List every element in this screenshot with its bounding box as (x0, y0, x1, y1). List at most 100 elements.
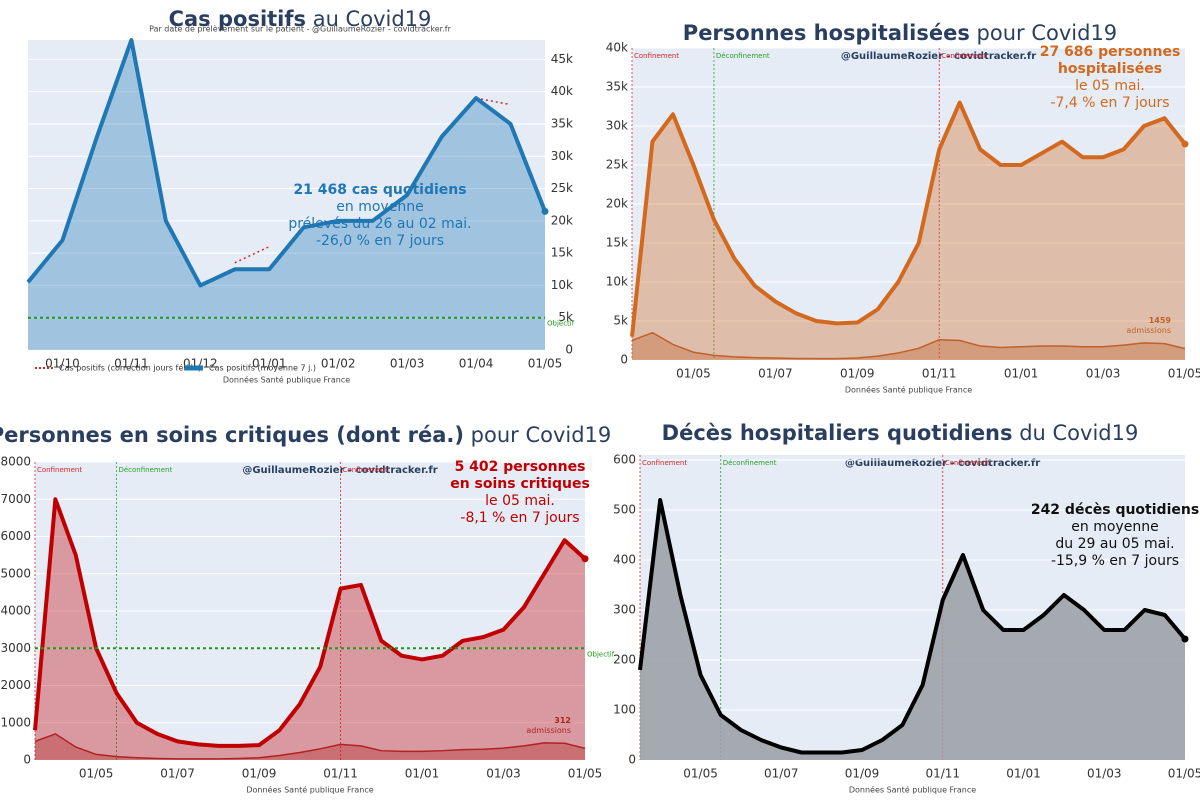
line (33, 497, 587, 748)
line (638, 498, 1187, 755)
annotation: prélevés du 26 au 02 mai. (288, 216, 471, 232)
line (26, 38, 547, 288)
chart-title: Personnes hospitalisées pour Covid19 (683, 21, 1117, 45)
x-tick-label: 01/07 (160, 767, 195, 781)
x-tick-label: 01/03 (1086, 367, 1121, 381)
x-tick-label: 01/04 (459, 357, 494, 371)
y-tick-label: 500 (613, 503, 636, 517)
event-label: Confinement (37, 466, 82, 474)
area (640, 500, 1185, 760)
annotation: 242 décès quotidiens (1031, 502, 1199, 518)
y-tick-label: 3000 (0, 641, 31, 655)
y-tick-label: 30k (551, 149, 573, 163)
x-tick-label: 01/02 (321, 357, 356, 371)
y-tick-label: 600 (613, 453, 636, 467)
data-label-suffix: admissions (1126, 326, 1171, 335)
y-tick-label: 35k (606, 80, 628, 94)
x-tick-label: 01/03 (486, 767, 521, 781)
subtitle: Par date de prélèvement sur le patient -… (149, 24, 451, 34)
y-tick-label: 25k (551, 181, 573, 195)
y-tick-label: 4000 (0, 604, 31, 618)
annotation: -8,1 % en 7 jours (460, 510, 579, 526)
y-tick-label: 0 (628, 753, 636, 767)
line (475, 97, 511, 106)
y-tick-label: 5000 (0, 566, 31, 580)
y-tick-label: 5k (613, 314, 628, 328)
line (34, 733, 586, 760)
title-bold: Personnes hospitalisées (683, 21, 970, 45)
x-tick-label: 01/05 (683, 767, 718, 781)
legend-label: Cas positifs (correction jours fériés) (59, 363, 201, 373)
x-tick-label: 01/01 (405, 767, 440, 781)
area (35, 733, 585, 760)
title-rest: pour Covid19 (464, 423, 611, 447)
title-bold: Décès hospitaliers quotidiens (662, 421, 1013, 445)
objective-label: Objectif (547, 320, 575, 328)
x-tick-label: 01/03 (1087, 767, 1122, 781)
chart-title: Cas positifs au Covid19 (169, 7, 432, 31)
x-tick-label: 01/11 (922, 367, 957, 381)
source: Données Santé publique France (849, 785, 976, 795)
x-tick-label: 01/09 (845, 767, 880, 781)
source: Données Santé publique France (223, 375, 350, 385)
y-tick-label: 7000 (0, 492, 31, 506)
panel: Décès hospitaliers quotidiens du Covid19… (613, 421, 1200, 795)
annotation: du 29 au 05 mai. (1055, 536, 1174, 552)
x-tick-label: 01/05 (676, 367, 711, 381)
data-label: 312 (554, 716, 571, 725)
y-tick-label: 300 (613, 603, 636, 617)
y-tick-label: 2000 (0, 678, 31, 692)
line (630, 100, 1187, 337)
annotation: en moyenne (1071, 519, 1158, 535)
title-bold: Cas positifs (169, 7, 306, 31)
y-tick-label: 25k (606, 158, 628, 172)
line (234, 245, 270, 264)
y-tick-label: 10k (551, 278, 573, 292)
x-tick-label: 01/05 (568, 767, 603, 781)
title-rest: pour Covid19 (970, 21, 1117, 45)
panel: Personnes en soins critiques (dont réa.)… (0, 423, 615, 795)
x-tick-label: 01/07 (764, 767, 799, 781)
area (28, 40, 545, 350)
y-tick-label: 100 (613, 703, 636, 717)
watermark: @GuillaumeRozier - covidtracker.fr (242, 465, 437, 476)
x-tick-label: 01/05 (1168, 367, 1200, 381)
x-tick-label: 01/11 (925, 767, 960, 781)
y-tick-label: 10k (606, 275, 628, 289)
annotation: en moyenne (336, 199, 423, 215)
event-label: Confinement (343, 466, 388, 474)
x-tick-label: 01/05 (528, 357, 563, 371)
title-bold: Personnes en soins critiques (dont réa.) (0, 423, 464, 447)
annotation: le 05 mai. (485, 493, 555, 509)
objective-label: Objectif (587, 650, 615, 658)
annotation: hospitalisées (1058, 61, 1162, 77)
title-rest: au Covid19 (306, 7, 431, 31)
y-tick-label: 40k (606, 41, 628, 55)
chart-title: Décès hospitaliers quotidiens du Covid19 (662, 421, 1139, 445)
end-point (541, 207, 549, 215)
y-tick-label: 6000 (0, 529, 31, 543)
y-tick-label: 30k (606, 119, 628, 133)
end-point (581, 555, 589, 563)
annotation: le 05 mai. (1075, 78, 1145, 94)
y-tick-label: 15k (606, 236, 628, 250)
y-tick-label: 8000 (0, 455, 31, 469)
y-tick-label: 0 (565, 343, 573, 357)
event-label: Confinement (941, 52, 986, 60)
line (631, 331, 1186, 360)
x-tick-label: 01/03 (390, 357, 425, 371)
x-tick-label: 01/10 (45, 357, 80, 371)
x-tick-label: 01/01 (252, 357, 287, 371)
x-tick-label: 01/09 (840, 367, 875, 381)
annotation: -7,4 % en 7 jours (1050, 95, 1169, 111)
x-tick-label: 01/11 (114, 357, 149, 371)
event-label: Confinement (945, 459, 990, 467)
y-tick-label: 20k (606, 197, 628, 211)
x-tick-label: 01/11 (323, 767, 358, 781)
y-tick-label: 15k (551, 246, 573, 260)
y-tick-label: 35k (551, 116, 573, 130)
y-tick-label: 200 (613, 653, 636, 667)
event-label: Déconfinement (716, 52, 770, 60)
